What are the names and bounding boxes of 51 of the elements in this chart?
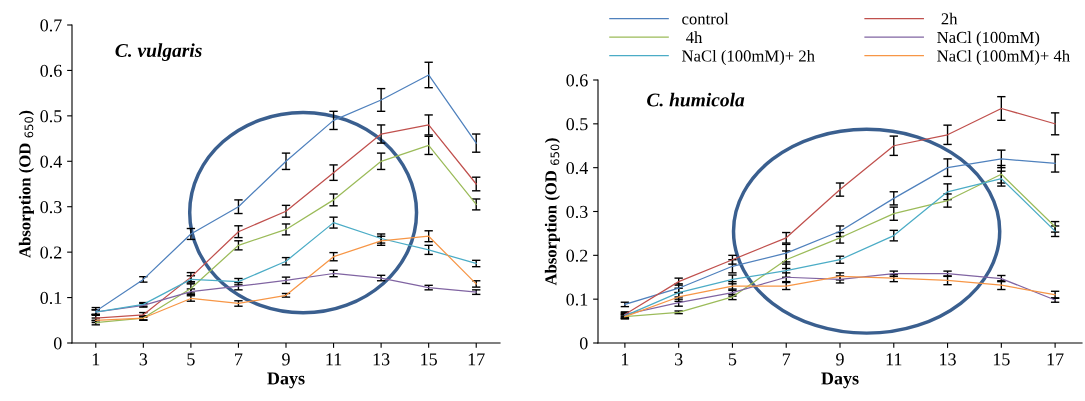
y-tick-label: 0.2 <box>40 246 62 259</box>
line-series <box>95 272 477 313</box>
y-axis-title: Absorption (OD $_{650}$) <box>18 110 34 258</box>
y-tick-label: 0.1 <box>40 291 62 305</box>
text: C. humicola <box>647 92 745 107</box>
y-tick-label: 0.6 <box>566 74 588 87</box>
line-series <box>95 235 477 321</box>
y-tick-label: 0.5 <box>40 110 62 123</box>
x-tick-label: 9 <box>282 353 290 366</box>
text: C. vulgaris <box>115 43 202 61</box>
x-tick-label: 9 <box>836 353 844 366</box>
x-tick-label: 17 <box>1047 353 1064 366</box>
x-tick-label: 13 <box>373 353 390 366</box>
x-tick-label: 17 <box>468 353 485 366</box>
legend-label: control <box>682 12 729 25</box>
line-series <box>624 107 1056 316</box>
y-tick-label: 0.6 <box>40 64 62 77</box>
y-tick-label: 0 <box>579 337 588 350</box>
x-axis-title: Days <box>267 372 305 389</box>
line-series <box>624 158 1056 306</box>
x-tick-label: 5 <box>187 353 195 366</box>
x-tick-label: 7 <box>782 353 791 366</box>
x-tick-label: 5 <box>728 353 737 366</box>
x-tick-label: 3 <box>139 353 148 366</box>
x-tick-label: 11 <box>326 353 342 366</box>
x-tick-label: 1 <box>621 353 629 366</box>
x-tick-label: 15 <box>993 353 1010 366</box>
x-tick-label: 7 <box>235 353 243 366</box>
x-tick-label: 3 <box>675 353 683 366</box>
y-tick-label: 0.2 <box>566 249 588 262</box>
x-tick-label: 15 <box>421 353 437 366</box>
legend-label: NaCl (100mM) <box>937 31 1040 47</box>
y-tick-label: 0.4 <box>40 155 62 168</box>
line-series <box>95 74 477 312</box>
x-tick-label: 13 <box>940 353 956 366</box>
legend-label: 2h <box>941 12 958 25</box>
y-tick-label: 0.7 <box>40 19 62 32</box>
line-series <box>95 221 477 313</box>
legend-label: NaCl (100mM)+ 4h <box>937 49 1070 65</box>
x-axis-title: Days <box>821 372 859 389</box>
y-tick-label: 0.5 <box>566 118 588 131</box>
y-tick-label: 0.3 <box>566 205 588 219</box>
x-tick-label: 1 <box>92 353 100 366</box>
y-axis-title: Absorption (OD $_{650}$) <box>544 138 560 286</box>
y-tick-label: 0.4 <box>566 161 588 175</box>
y-tick-label: 0.3 <box>40 200 62 214</box>
x-tick-label: 11 <box>886 353 902 366</box>
y-tick-label: 0 <box>53 337 62 350</box>
legend-label: 4h <box>686 31 703 43</box>
legend-label: NaCl (100mM)+ 2h <box>682 49 815 65</box>
y-tick-label: 0.1 <box>566 293 588 306</box>
